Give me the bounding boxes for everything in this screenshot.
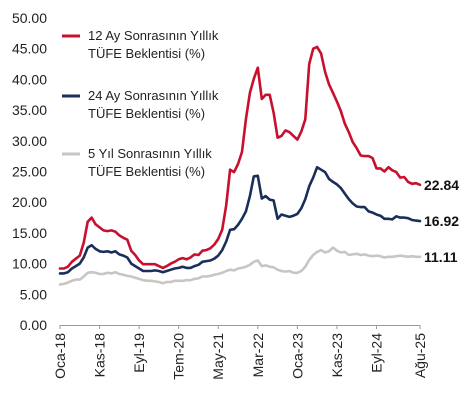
x-tick-label: May-21 [210, 333, 226, 380]
y-tick-label: 40.00 [12, 71, 47, 87]
y-tick-label: 25.00 [12, 164, 47, 180]
x-tick-label: Oca-23 [289, 333, 305, 379]
y-axis-tick-labels: 0.00 5.00 10.00 15.00 20.00 25.00 30.00 35.00 40… [12, 10, 47, 333]
legend-label-2: 24 Ay Sonrasının Yıllık [88, 88, 219, 103]
legend-label-2: TÜFE Beklentisi (%) [88, 106, 205, 121]
y-tick-label: 0.00 [20, 317, 47, 333]
y-tick-label: 20.00 [12, 194, 47, 210]
series-lines [58, 45, 422, 286]
end-value-label-1: 22.84 [424, 177, 459, 193]
series-line-3 [58, 246, 422, 286]
series-line-1 [58, 45, 422, 270]
legend-label-1: TÜFE Beklentisi (%) [88, 46, 205, 61]
x-tick-label: Eyl-19 [131, 333, 147, 373]
series-line-2 [58, 165, 422, 275]
y-tick-label: 30.00 [12, 133, 47, 149]
end-value-label-2: 16.92 [424, 213, 459, 229]
x-tick-label: Oca-18 [52, 333, 68, 379]
legend-label-1: 12 Ay Sonrasının Yıllık [88, 28, 219, 43]
x-axis-tick-labels: Oca-18 Kas-18 Eyl-19 Tem-20 May-21 Mar-22 Oca-… [52, 325, 428, 380]
series-end-labels: 22.84 16.92 11.11 [424, 177, 459, 265]
legend: 12 Ay Sonrasının Yıllık TÜFE Beklentisi (… [62, 28, 219, 179]
end-value-label-3: 11.11 [424, 249, 458, 265]
y-tick-label: 35.00 [12, 102, 47, 118]
y-tick-label: 45.00 [12, 41, 47, 57]
y-tick-label: 50.00 [12, 10, 47, 26]
legend-label-3: TÜFE Beklentisi (%) [88, 164, 205, 179]
legend-label-3: 5 Yıl Sonrasının Yıllık [88, 146, 212, 161]
y-tick-label: 5.00 [20, 286, 47, 302]
y-tick-label: 10.00 [12, 256, 47, 272]
x-tick-label: Tem-20 [171, 333, 187, 380]
x-tick-label: Ağu-25 [412, 333, 428, 378]
x-tick-label: Eyl-24 [368, 333, 384, 373]
x-tick-label: Kas-23 [329, 333, 345, 378]
y-tick-label: 15.00 [12, 225, 47, 241]
x-tick-label: Kas-18 [92, 333, 108, 378]
x-tick-label: Mar-22 [250, 333, 266, 378]
